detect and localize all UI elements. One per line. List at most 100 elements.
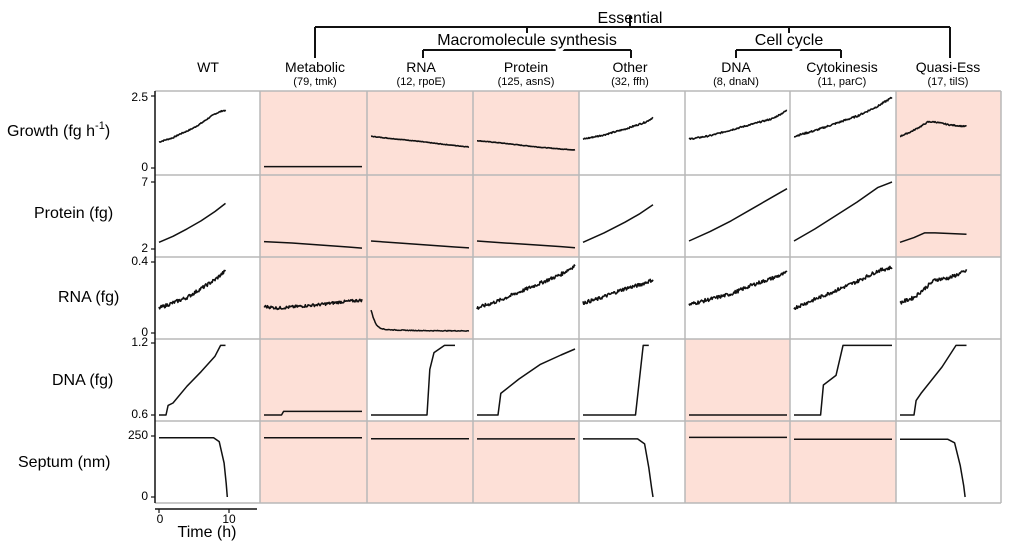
tick-label: 0 (141, 325, 148, 339)
col-name: WT (197, 59, 219, 75)
tick-label: 7 (141, 175, 148, 189)
series-line (158, 109, 227, 143)
col-name: Quasi-Ess (916, 59, 981, 75)
tick-label: 0 (141, 489, 148, 503)
series-line (582, 204, 654, 243)
tick-label: 250 (128, 428, 148, 442)
col-name: Protein (504, 59, 548, 75)
panel-background (790, 421, 896, 503)
col-name: DNA (721, 59, 751, 75)
cellcycle-label: Cell cycle (755, 32, 824, 49)
panel-background (473, 91, 579, 175)
macro-label: Macromolecule synthesis (437, 32, 617, 49)
series-line (688, 270, 788, 306)
series-line (370, 309, 470, 332)
panel-background (685, 339, 790, 421)
panel-background (473, 421, 579, 503)
tick-label: 1.2 (131, 335, 148, 349)
series-line (477, 348, 576, 416)
series-line (264, 410, 362, 416)
col-sub: (11, parC) (818, 76, 867, 88)
panel-background (155, 421, 260, 503)
row-label-septum: Septum (nm) (18, 454, 110, 471)
x-tick-label: 10 (222, 512, 236, 526)
panel-background (790, 175, 896, 257)
panel-background (685, 421, 790, 503)
panel-background (473, 175, 579, 257)
series-line (370, 240, 470, 249)
series-line (476, 264, 576, 310)
series-line (158, 269, 227, 310)
panel-background (367, 91, 473, 175)
tick-label: 0 (141, 160, 148, 174)
series-line (899, 269, 968, 305)
y-tick-labels: 2.5 0 7 2 0.4 0 1.2 0.6 250 0 (128, 90, 148, 503)
col-sub: (79, tmk) (293, 76, 336, 88)
series-line (158, 202, 226, 243)
panel-background (685, 91, 790, 175)
panel-background (896, 175, 1001, 257)
row-label-rna: RNA (fg) (58, 289, 119, 306)
panel-background (473, 257, 579, 339)
series-line (159, 437, 229, 498)
panel-background (155, 339, 260, 421)
panel-background (367, 421, 473, 503)
series-line (900, 344, 967, 416)
series-line (263, 240, 363, 249)
tick-label: 2.5 (131, 90, 148, 104)
series-line (263, 298, 363, 311)
panel-background (260, 91, 367, 175)
column-headers: WT Metabolic (79, tmk) RNA (12, rpoE) Pr… (197, 59, 980, 88)
panel-background (260, 175, 367, 257)
series-line (794, 344, 892, 416)
panel-background (896, 91, 1001, 175)
essential-label: Essential (598, 10, 663, 27)
series-line (159, 344, 226, 416)
series-line (371, 344, 455, 416)
panel-background (579, 421, 685, 503)
panel-background (685, 175, 790, 257)
row-label-growth: Growth (fg h-1) (7, 120, 110, 140)
series-line (899, 120, 967, 138)
header-bracket (314, 16, 951, 58)
col-name: RNA (406, 59, 436, 75)
series-line (900, 438, 966, 498)
row-label-dna: DNA (fg) (52, 372, 113, 389)
col-name: Other (612, 59, 647, 75)
series-line (793, 265, 893, 310)
tick-label: 0.4 (131, 254, 148, 268)
tick-label: 2 (141, 241, 148, 255)
col-sub: (17, tilS) (928, 76, 969, 88)
col-name: Metabolic (285, 59, 345, 75)
panel-background (260, 421, 367, 503)
panel-background (473, 339, 579, 421)
col-sub: (12, rpoE) (397, 76, 446, 88)
series-line (582, 278, 654, 305)
row-label-protein: Protein (fg) (34, 205, 113, 222)
panel-background (367, 339, 473, 421)
panel-background (579, 91, 685, 175)
panel-background (367, 175, 473, 257)
col-sub: (32, ffh) (611, 76, 649, 88)
col-sub: (125, asnS) (498, 76, 555, 88)
x-axis: 0 10 Time (h) (155, 508, 257, 541)
panel-background (155, 91, 260, 175)
panel-background (685, 257, 790, 339)
x-axis-label: Time (h) (178, 524, 237, 541)
series-line (476, 240, 576, 249)
series-line (370, 135, 470, 148)
series-line (583, 344, 649, 416)
tick-label: 0.6 (131, 407, 148, 421)
row-labels: Growth (fg h-1) Protein (fg) RNA (fg) DN… (7, 120, 119, 471)
panel-background (896, 421, 1001, 503)
x-tick-label: 0 (157, 512, 164, 526)
series-line (476, 140, 576, 151)
series-line (582, 116, 654, 141)
col-name: Cytokinesis (806, 59, 878, 75)
series-line (793, 96, 893, 138)
series-line (583, 438, 654, 498)
panel-background (579, 175, 685, 257)
panel-background (260, 339, 367, 421)
series-line (688, 188, 788, 242)
